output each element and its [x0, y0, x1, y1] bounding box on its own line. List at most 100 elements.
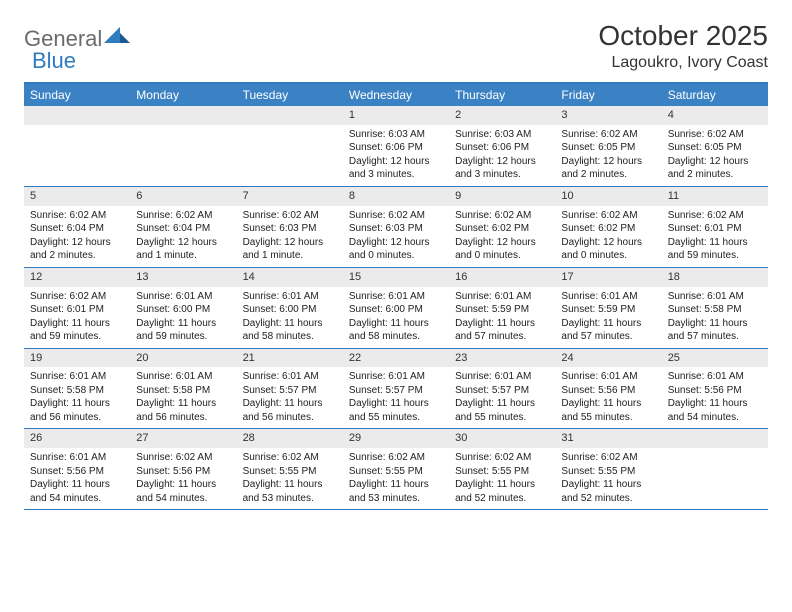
day-number: 30 [449, 429, 555, 448]
calendar-cell: 11Sunrise: 6:02 AMSunset: 6:01 PMDayligh… [662, 187, 768, 267]
sunset-line: Sunset: 5:57 PM [243, 384, 337, 398]
day-number: 14 [237, 268, 343, 287]
sunset-line: Sunset: 6:05 PM [561, 141, 655, 155]
daylight-line: Daylight: 11 hours and 57 minutes. [561, 317, 655, 344]
day-header-tuesday: Tuesday [237, 84, 343, 106]
sunrise-line: Sunrise: 6:01 AM [668, 370, 762, 384]
sunrise-line: Sunrise: 6:02 AM [136, 451, 230, 465]
sunrise-line: Sunrise: 6:01 AM [455, 370, 549, 384]
cell-body: Sunrise: 6:01 AMSunset: 6:00 PMDaylight:… [237, 287, 343, 348]
day-number: 13 [130, 268, 236, 287]
daylight-line: Daylight: 12 hours and 2 minutes. [668, 155, 762, 182]
calendar-cell: 17Sunrise: 6:01 AMSunset: 5:59 PMDayligh… [555, 268, 661, 348]
sunset-line: Sunset: 6:03 PM [243, 222, 337, 236]
sunrise-line: Sunrise: 6:02 AM [349, 209, 443, 223]
sunrise-line: Sunrise: 6:02 AM [349, 451, 443, 465]
calendar-cell: 2Sunrise: 6:03 AMSunset: 6:06 PMDaylight… [449, 106, 555, 186]
day-number: 24 [555, 349, 661, 368]
cell-body [130, 125, 236, 180]
day-number: 10 [555, 187, 661, 206]
cell-body: Sunrise: 6:02 AMSunset: 6:05 PMDaylight:… [555, 125, 661, 186]
sunrise-line: Sunrise: 6:02 AM [668, 128, 762, 142]
cell-body: Sunrise: 6:02 AMSunset: 5:56 PMDaylight:… [130, 448, 236, 509]
day-number: 23 [449, 349, 555, 368]
sunset-line: Sunset: 5:58 PM [136, 384, 230, 398]
daylight-line: Daylight: 11 hours and 56 minutes. [243, 397, 337, 424]
daylight-line: Daylight: 11 hours and 53 minutes. [349, 478, 443, 505]
daylight-line: Daylight: 11 hours and 58 minutes. [243, 317, 337, 344]
calendar-cell: 4Sunrise: 6:02 AMSunset: 6:05 PMDaylight… [662, 106, 768, 186]
cell-body: Sunrise: 6:02 AMSunset: 6:02 PMDaylight:… [449, 206, 555, 267]
daylight-line: Daylight: 11 hours and 55 minutes. [455, 397, 549, 424]
calendar-cell-empty [237, 106, 343, 186]
cell-body [237, 125, 343, 180]
daylight-line: Daylight: 12 hours and 3 minutes. [349, 155, 443, 182]
logo-text-blue: Blue [32, 48, 76, 73]
daylight-line: Daylight: 11 hours and 52 minutes. [561, 478, 655, 505]
cell-body: Sunrise: 6:02 AMSunset: 5:55 PMDaylight:… [343, 448, 449, 509]
cell-body: Sunrise: 6:02 AMSunset: 6:02 PMDaylight:… [555, 206, 661, 267]
day-number: 2 [449, 106, 555, 125]
day-number: 27 [130, 429, 236, 448]
calendar-cell: 19Sunrise: 6:01 AMSunset: 5:58 PMDayligh… [24, 349, 130, 429]
sunset-line: Sunset: 5:59 PM [455, 303, 549, 317]
month-title: October 2025 [598, 20, 768, 52]
cell-body: Sunrise: 6:01 AMSunset: 5:56 PMDaylight:… [555, 367, 661, 428]
calendar-cell-empty [130, 106, 236, 186]
daylight-line: Daylight: 11 hours and 59 minutes. [30, 317, 124, 344]
daylight-line: Daylight: 12 hours and 2 minutes. [30, 236, 124, 263]
sunset-line: Sunset: 6:05 PM [668, 141, 762, 155]
calendar-cell: 26Sunrise: 6:01 AMSunset: 5:56 PMDayligh… [24, 429, 130, 509]
calendar-cell: 21Sunrise: 6:01 AMSunset: 5:57 PMDayligh… [237, 349, 343, 429]
title-block: October 2025 Lagoukro, Ivory Coast [598, 20, 768, 72]
sunset-line: Sunset: 6:01 PM [668, 222, 762, 236]
day-number: 21 [237, 349, 343, 368]
sunset-line: Sunset: 6:04 PM [136, 222, 230, 236]
calendar-cell: 15Sunrise: 6:01 AMSunset: 6:00 PMDayligh… [343, 268, 449, 348]
week-row: 12Sunrise: 6:02 AMSunset: 6:01 PMDayligh… [24, 268, 768, 349]
day-number: 4 [662, 106, 768, 125]
cell-body: Sunrise: 6:01 AMSunset: 5:57 PMDaylight:… [237, 367, 343, 428]
day-number: 9 [449, 187, 555, 206]
cell-body: Sunrise: 6:02 AMSunset: 6:01 PMDaylight:… [662, 206, 768, 267]
sunset-line: Sunset: 5:56 PM [30, 465, 124, 479]
header: General October 2025 Lagoukro, Ivory Coa… [24, 20, 768, 72]
sunset-line: Sunset: 6:01 PM [30, 303, 124, 317]
sunrise-line: Sunrise: 6:01 AM [561, 290, 655, 304]
day-header-monday: Monday [130, 84, 236, 106]
sunrise-line: Sunrise: 6:01 AM [136, 370, 230, 384]
sunset-line: Sunset: 5:55 PM [455, 465, 549, 479]
day-number: 15 [343, 268, 449, 287]
day-number: 22 [343, 349, 449, 368]
day-header-friday: Friday [555, 84, 661, 106]
sunrise-line: Sunrise: 6:01 AM [243, 370, 337, 384]
sunset-line: Sunset: 6:06 PM [455, 141, 549, 155]
sunset-line: Sunset: 5:58 PM [668, 303, 762, 317]
day-number: 19 [24, 349, 130, 368]
daylight-line: Daylight: 11 hours and 58 minutes. [349, 317, 443, 344]
cell-body: Sunrise: 6:02 AMSunset: 5:55 PMDaylight:… [237, 448, 343, 509]
sunrise-line: Sunrise: 6:01 AM [243, 290, 337, 304]
cell-body: Sunrise: 6:01 AMSunset: 5:57 PMDaylight:… [343, 367, 449, 428]
day-number [24, 106, 130, 125]
calendar-cell: 5Sunrise: 6:02 AMSunset: 6:04 PMDaylight… [24, 187, 130, 267]
cell-body: Sunrise: 6:02 AMSunset: 6:05 PMDaylight:… [662, 125, 768, 186]
cell-body: Sunrise: 6:02 AMSunset: 6:04 PMDaylight:… [130, 206, 236, 267]
cell-body: Sunrise: 6:01 AMSunset: 5:56 PMDaylight:… [24, 448, 130, 509]
week-row: 19Sunrise: 6:01 AMSunset: 5:58 PMDayligh… [24, 349, 768, 430]
day-number: 16 [449, 268, 555, 287]
day-number: 26 [24, 429, 130, 448]
daylight-line: Daylight: 11 hours and 55 minutes. [349, 397, 443, 424]
cell-body: Sunrise: 6:02 AMSunset: 5:55 PMDaylight:… [449, 448, 555, 509]
daylight-line: Daylight: 11 hours and 54 minutes. [30, 478, 124, 505]
calendar-cell: 22Sunrise: 6:01 AMSunset: 5:57 PMDayligh… [343, 349, 449, 429]
day-number: 7 [237, 187, 343, 206]
daylight-line: Daylight: 12 hours and 0 minutes. [561, 236, 655, 263]
day-number: 18 [662, 268, 768, 287]
daylight-line: Daylight: 12 hours and 1 minute. [243, 236, 337, 263]
daylight-line: Daylight: 12 hours and 0 minutes. [349, 236, 443, 263]
sunrise-line: Sunrise: 6:01 AM [668, 290, 762, 304]
calendar-cell: 7Sunrise: 6:02 AMSunset: 6:03 PMDaylight… [237, 187, 343, 267]
sunrise-line: Sunrise: 6:01 AM [349, 290, 443, 304]
cell-body: Sunrise: 6:01 AMSunset: 5:58 PMDaylight:… [662, 287, 768, 348]
